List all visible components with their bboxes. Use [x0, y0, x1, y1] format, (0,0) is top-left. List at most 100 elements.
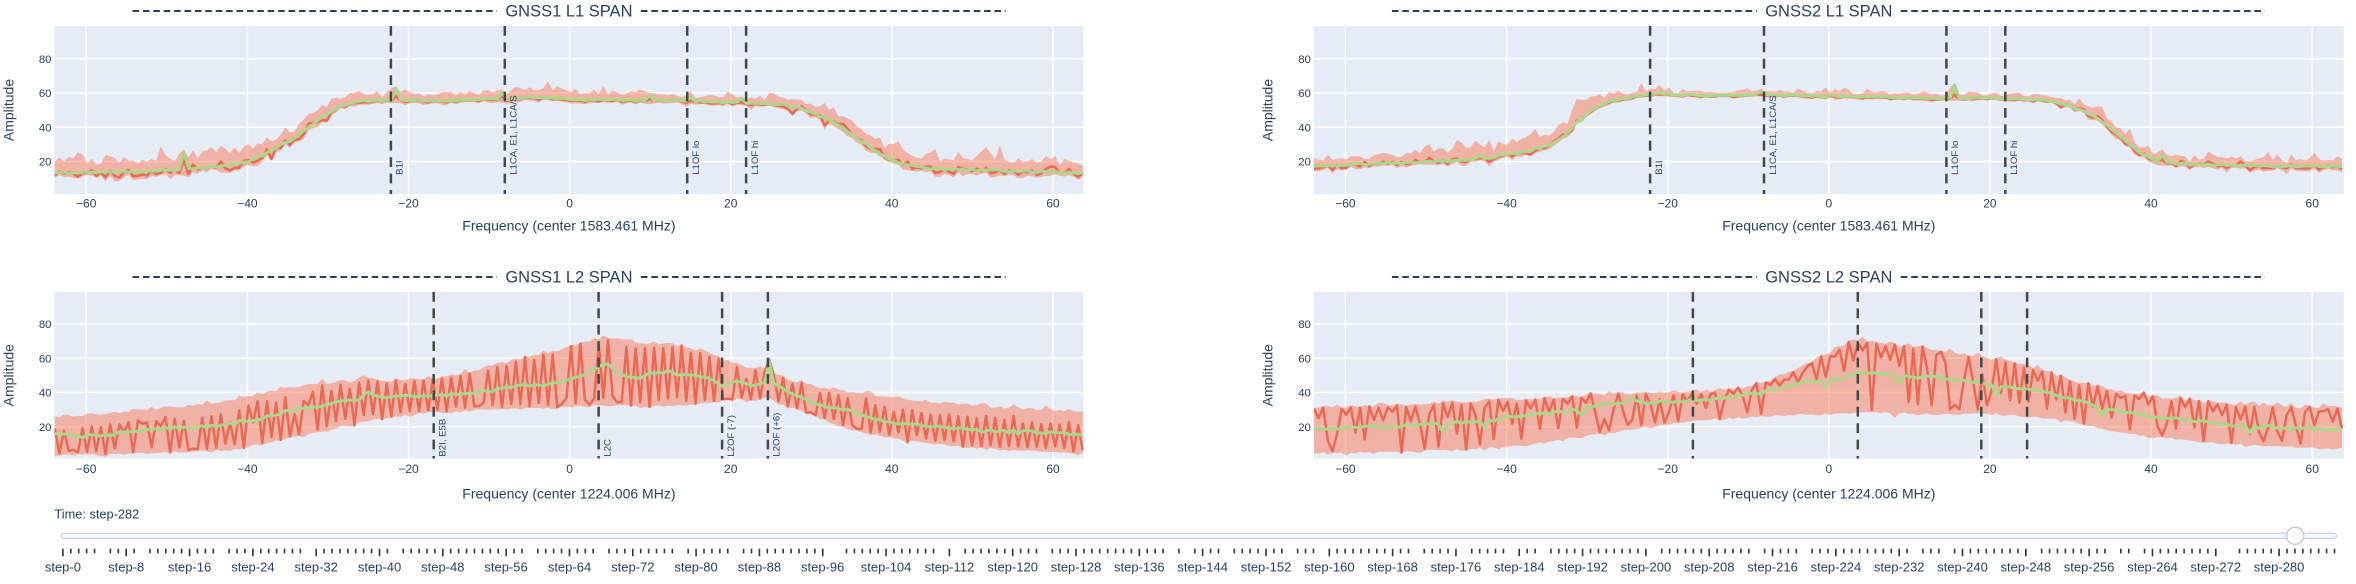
svg-text:step-32: step-32 [295, 560, 338, 575]
svg-text:40: 40 [39, 122, 52, 134]
svg-text:step-88: step-88 [738, 560, 781, 575]
svg-text:step-104: step-104 [861, 560, 912, 575]
svg-text:Amplitude: Amplitude [0, 344, 16, 406]
svg-text:step-168: step-168 [1367, 560, 1418, 575]
svg-text:−40: −40 [237, 462, 258, 476]
svg-text:step-128: step-128 [1051, 560, 1102, 575]
svg-text:L2C: L2C [602, 439, 613, 457]
svg-text:60: 60 [1046, 197, 1060, 211]
svg-text:GNSS2 L1 SPAN: GNSS2 L1 SPAN [1765, 3, 1892, 21]
svg-text:step-192: step-192 [1557, 560, 1608, 575]
svg-text:−20: −20 [398, 197, 419, 211]
svg-text:Frequency (center 1583.461 MHz: Frequency (center 1583.461 MHz) [462, 218, 675, 234]
svg-text:−60: −60 [1335, 197, 1356, 211]
svg-text:step-72: step-72 [611, 560, 654, 575]
svg-text:Amplitude: Amplitude [0, 79, 16, 141]
svg-text:20: 20 [39, 422, 52, 434]
svg-text:step-0: step-0 [45, 560, 81, 575]
svg-text:20: 20 [1983, 462, 1997, 476]
svg-text:B1I: B1I [395, 160, 406, 174]
svg-text:step-184: step-184 [1494, 560, 1545, 575]
svg-text:40: 40 [885, 197, 899, 211]
svg-text:60: 60 [39, 353, 52, 365]
svg-text:step-120: step-120 [987, 560, 1038, 575]
svg-text:60: 60 [1298, 88, 1311, 100]
svg-text:step-160: step-160 [1304, 560, 1355, 575]
svg-text:0: 0 [566, 462, 573, 476]
svg-text:step-24: step-24 [231, 560, 274, 575]
svg-text:L2OF (+6): L2OF (+6) [772, 413, 783, 457]
svg-text:60: 60 [2306, 197, 2320, 211]
svg-text:step-248: step-248 [2001, 560, 2052, 575]
svg-text:40: 40 [2144, 197, 2158, 211]
svg-text:20: 20 [39, 157, 52, 169]
svg-text:80: 80 [1298, 54, 1311, 66]
svg-text:−60: −60 [76, 197, 97, 211]
svg-text:60: 60 [1298, 353, 1311, 365]
svg-text:60: 60 [2306, 462, 2320, 476]
svg-text:80: 80 [39, 319, 52, 331]
svg-text:GNSS1 L2 SPAN: GNSS1 L2 SPAN [505, 269, 632, 287]
svg-text:0: 0 [566, 197, 573, 211]
svg-text:Frequency (center 1583.461 MHz: Frequency (center 1583.461 MHz) [1722, 218, 1935, 234]
svg-text:step-64: step-64 [548, 560, 591, 575]
svg-text:20: 20 [724, 462, 738, 476]
svg-text:−20: −20 [1658, 462, 1679, 476]
svg-text:step-280: step-280 [2254, 560, 2305, 575]
svg-text:L1OF lo: L1OF lo [691, 141, 702, 175]
svg-text:−40: −40 [237, 197, 258, 211]
svg-text:step-40: step-40 [358, 560, 401, 575]
svg-text:step-240: step-240 [1937, 560, 1988, 575]
svg-text:60: 60 [1046, 462, 1060, 476]
svg-text:60: 60 [39, 88, 52, 100]
svg-text:−60: −60 [1335, 462, 1356, 476]
svg-text:Frequency (center 1224.006 MHz: Frequency (center 1224.006 MHz) [1722, 485, 1935, 501]
svg-text:step-256: step-256 [2064, 560, 2115, 575]
svg-text:−40: −40 [1496, 462, 1517, 476]
svg-text:0: 0 [1825, 197, 1832, 211]
svg-text:step-200: step-200 [1621, 560, 1672, 575]
svg-text:step-56: step-56 [484, 560, 527, 575]
svg-text:40: 40 [2144, 462, 2158, 476]
svg-text:40: 40 [1298, 388, 1311, 400]
svg-text:40: 40 [1298, 122, 1311, 134]
svg-text:80: 80 [39, 54, 52, 66]
svg-text:B1I: B1I [1654, 160, 1665, 174]
svg-text:step-144: step-144 [1177, 560, 1228, 575]
svg-text:−60: −60 [76, 462, 97, 476]
svg-text:Frequency (center 1224.006 MHz: Frequency (center 1224.006 MHz) [462, 485, 675, 501]
svg-text:step-176: step-176 [1431, 560, 1482, 575]
svg-text:L1OF hi: L1OF hi [2009, 141, 2020, 175]
svg-text:L1OF lo: L1OF lo [1950, 141, 1961, 175]
svg-text:40: 40 [39, 388, 52, 400]
svg-text:20: 20 [1298, 157, 1311, 169]
svg-text:L2OF (-7): L2OF (-7) [726, 415, 737, 457]
svg-text:−20: −20 [398, 462, 419, 476]
svg-text:step-8: step-8 [108, 560, 144, 575]
svg-text:step-208: step-208 [1684, 560, 1735, 575]
svg-text:step-48: step-48 [421, 560, 464, 575]
svg-text:20: 20 [724, 197, 738, 211]
svg-text:Amplitude: Amplitude [1260, 344, 1276, 406]
svg-text:−20: −20 [1658, 197, 1679, 211]
svg-text:step-224: step-224 [1811, 560, 1862, 575]
svg-text:B2I, E5B: B2I, E5B [438, 419, 449, 457]
svg-text:Time: step-282: Time: step-282 [54, 506, 139, 521]
svg-text:40: 40 [885, 462, 899, 476]
svg-text:step-232: step-232 [1874, 560, 1925, 575]
svg-text:step-96: step-96 [801, 560, 844, 575]
svg-text:step-264: step-264 [2127, 560, 2178, 575]
svg-text:step-16: step-16 [168, 560, 211, 575]
svg-text:L1OF hi: L1OF hi [750, 141, 761, 175]
svg-text:80: 80 [1298, 319, 1311, 331]
svg-text:0: 0 [1825, 462, 1832, 476]
svg-text:L1CA, E1, L1CA/S: L1CA, E1, L1CA/S [1768, 95, 1779, 174]
svg-text:L1CA, E1, L1CA/S: L1CA, E1, L1CA/S [509, 95, 520, 174]
svg-text:step-136: step-136 [1114, 560, 1165, 575]
svg-text:step-216: step-216 [1747, 560, 1798, 575]
svg-text:step-80: step-80 [674, 560, 717, 575]
svg-text:step-152: step-152 [1241, 560, 1292, 575]
svg-text:20: 20 [1983, 197, 1997, 211]
svg-text:20: 20 [1298, 422, 1311, 434]
svg-text:−40: −40 [1496, 197, 1517, 211]
